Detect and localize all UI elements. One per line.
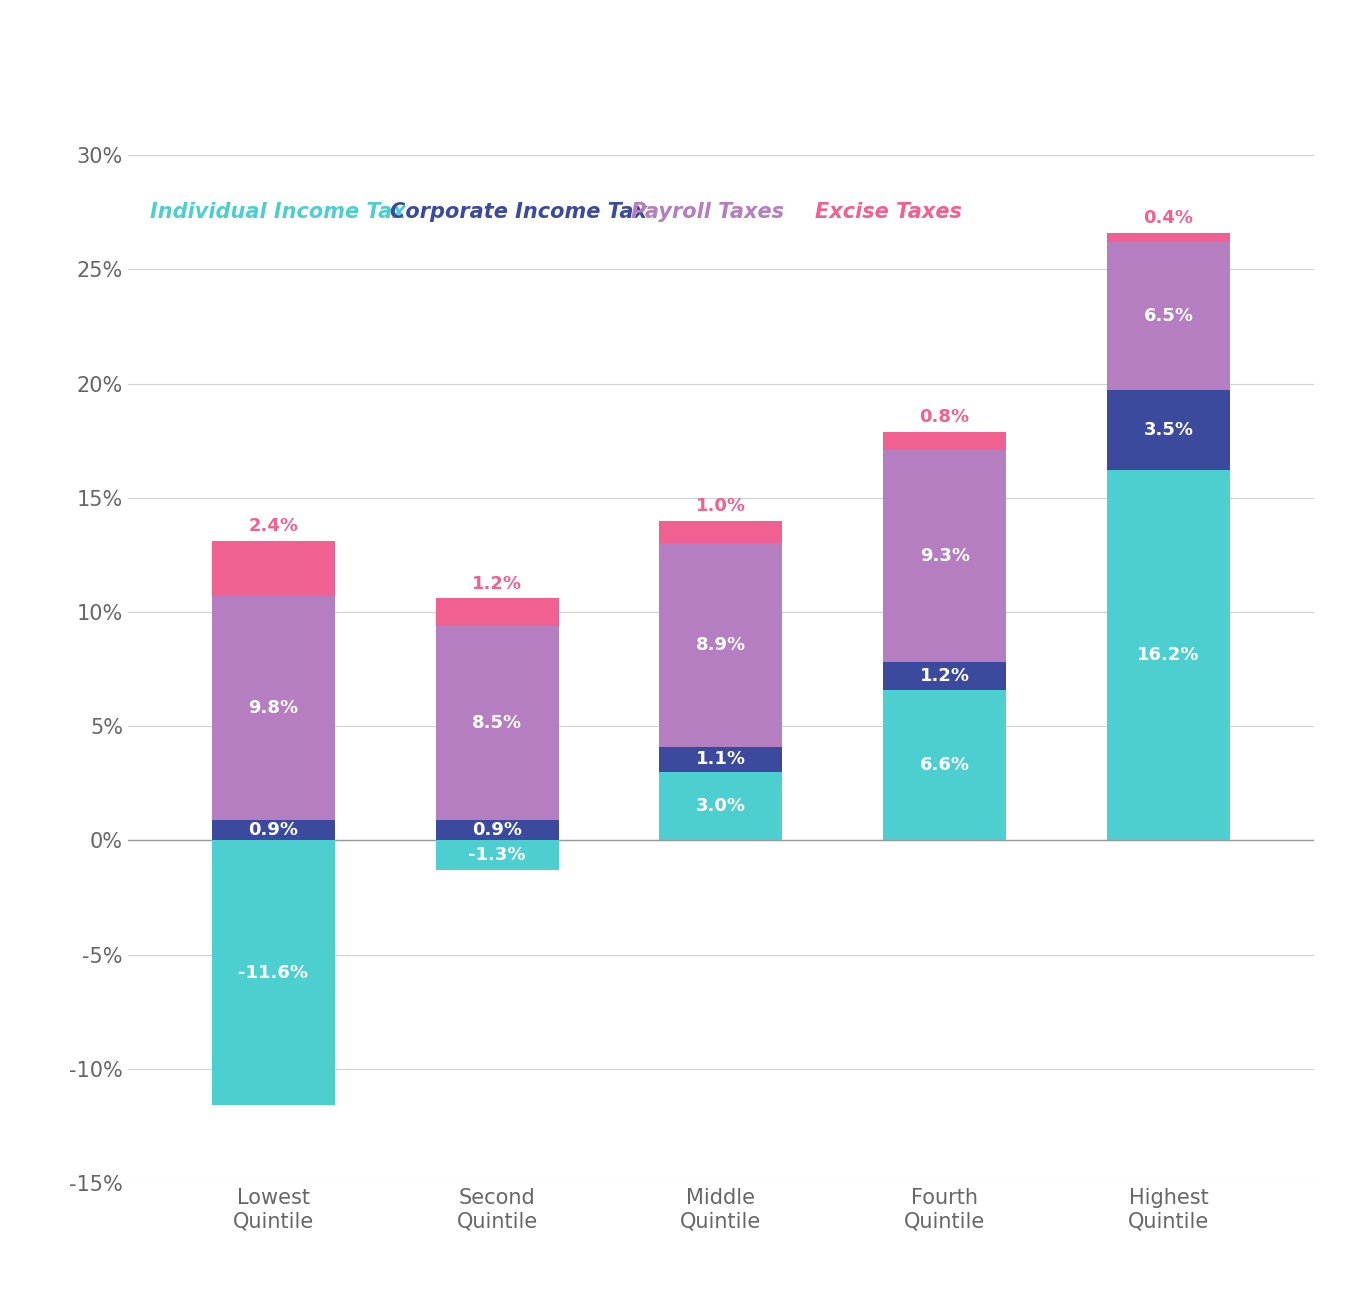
Text: 0.4%: 0.4% — [1143, 209, 1193, 227]
Bar — [212, 820, 335, 840]
Text: Excise Taxes: Excise Taxes — [815, 202, 961, 222]
Text: 1.2%: 1.2% — [472, 575, 522, 593]
Text: 3.0%: 3.0% — [696, 797, 746, 815]
Text: Individual Income Tax: Individual Income Tax — [151, 202, 405, 222]
Bar — [212, 596, 335, 820]
Text: 2.4%: 2.4% — [248, 518, 298, 536]
Bar — [883, 450, 1006, 662]
Text: 0.8%: 0.8% — [919, 408, 970, 426]
Text: 6.6%: 6.6% — [919, 755, 970, 774]
Bar — [883, 689, 1006, 840]
Text: 9.3%: 9.3% — [919, 546, 970, 565]
Bar — [435, 598, 559, 626]
Bar — [1106, 391, 1230, 470]
Text: Corporate Income Tax: Corporate Income Tax — [389, 202, 647, 222]
Text: -11.6%: -11.6% — [239, 964, 308, 981]
Text: -1.3%: -1.3% — [468, 846, 526, 864]
Bar — [659, 746, 782, 772]
Bar — [883, 662, 1006, 689]
Bar — [435, 820, 559, 840]
Text: 0.9%: 0.9% — [248, 822, 298, 839]
Text: 1.2%: 1.2% — [919, 667, 970, 685]
Text: 1.1%: 1.1% — [696, 750, 746, 768]
Bar — [659, 772, 782, 840]
Text: Payroll Taxes: Payroll Taxes — [632, 202, 784, 222]
Text: 3.5%: 3.5% — [1143, 422, 1193, 440]
Bar — [212, 541, 335, 596]
Bar — [659, 544, 782, 746]
Text: 16.2%: 16.2% — [1138, 646, 1200, 665]
Bar — [435, 626, 559, 820]
Text: 1.0%: 1.0% — [696, 497, 746, 515]
Bar — [659, 520, 782, 544]
Bar — [435, 840, 559, 870]
Text: 8.5%: 8.5% — [472, 714, 522, 732]
Text: 9.8%: 9.8% — [248, 698, 298, 716]
Text: 8.9%: 8.9% — [696, 636, 746, 654]
Bar — [883, 431, 1006, 450]
Bar — [1106, 241, 1230, 391]
Bar — [1106, 470, 1230, 840]
Bar — [1106, 232, 1230, 241]
Text: 6.5%: 6.5% — [1143, 308, 1193, 326]
Text: 0.9%: 0.9% — [472, 822, 522, 839]
Bar — [212, 840, 335, 1106]
